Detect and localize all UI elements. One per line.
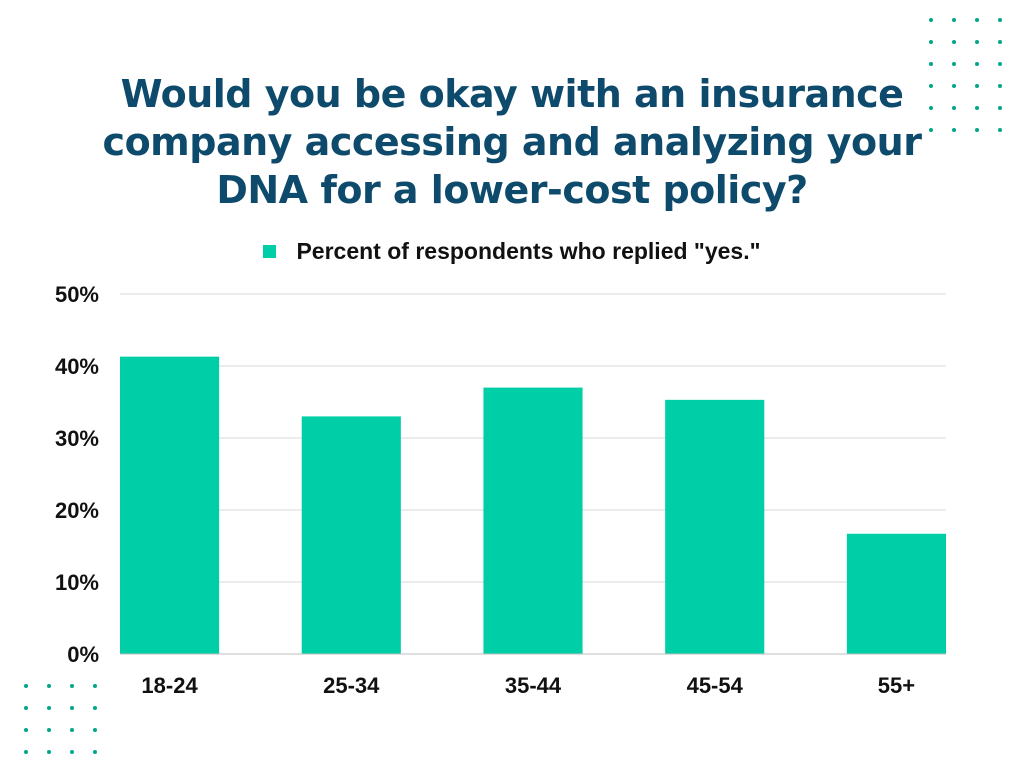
decorative-dot: [47, 706, 51, 710]
decorative-dot: [47, 750, 51, 754]
decorative-dot: [998, 84, 1002, 88]
decorative-dot: [93, 684, 97, 688]
decorative-dot: [998, 128, 1002, 132]
x-tick-label: 25-34: [323, 673, 380, 698]
x-tick-label: 35-44: [505, 673, 562, 698]
decorative-dot: [952, 18, 956, 22]
bar-18-24: [120, 356, 220, 654]
decorative-dot: [929, 84, 933, 88]
decorative-dot: [93, 706, 97, 710]
decorative-dot: [952, 84, 956, 88]
decorative-dot: [975, 40, 979, 44]
decorative-dot: [952, 106, 956, 110]
decorative-dot: [929, 18, 933, 22]
y-tick-label: 10%: [55, 570, 99, 595]
decorative-dot: [952, 62, 956, 66]
legend-swatch: [263, 245, 277, 258]
bar-55+: [846, 533, 946, 654]
chart-title-line-3: DNA for a lower-cost policy?: [216, 168, 808, 212]
decorative-dot: [998, 40, 1002, 44]
decorative-dot: [24, 706, 28, 710]
decorative-dot: [975, 84, 979, 88]
decorative-dots-bottom-left: [24, 684, 97, 754]
y-tick-label: 50%: [55, 282, 99, 307]
decorative-dot: [70, 750, 74, 754]
decorative-dot: [93, 728, 97, 732]
y-tick-label: 20%: [55, 498, 99, 523]
bar-35-44: [483, 387, 583, 654]
decorative-dot: [975, 128, 979, 132]
y-tick-label: 30%: [55, 426, 99, 451]
decorative-dot: [70, 684, 74, 688]
decorative-dot: [998, 62, 1002, 66]
decorative-dot: [952, 40, 956, 44]
bar-45-54: [665, 399, 765, 654]
legend-label: Percent of respondents who replied "yes.…: [296, 238, 761, 264]
x-tick-label: 18-24: [141, 673, 198, 698]
decorative-dot: [93, 750, 97, 754]
decorative-dot: [998, 18, 1002, 22]
decorative-dot: [975, 106, 979, 110]
chart-legend: Percent of respondents who replied "yes.…: [0, 238, 1024, 265]
bar-25-34: [301, 416, 401, 654]
chart-title-line-1: Would you be okay with an insurance: [120, 72, 904, 116]
y-tick-label: 0%: [67, 642, 99, 667]
chart-title-line-2: company accessing and analyzing your: [102, 120, 922, 164]
y-tick-label: 40%: [55, 354, 99, 379]
decorative-dot: [998, 106, 1002, 110]
decorative-dot: [929, 40, 933, 44]
decorative-dot: [929, 62, 933, 66]
decorative-dot: [24, 728, 28, 732]
decorative-dot: [929, 106, 933, 110]
decorative-dot: [975, 18, 979, 22]
decorative-dots-top-right: [929, 18, 1002, 132]
decorative-dot: [47, 728, 51, 732]
decorative-dot: [975, 62, 979, 66]
x-tick-label: 45-54: [687, 673, 744, 698]
decorative-dot: [70, 728, 74, 732]
chart-title: Would you be okay with an insurance comp…: [0, 70, 1024, 214]
decorative-dot: [929, 128, 933, 132]
decorative-dot: [70, 706, 74, 710]
x-tick-label: 55+: [878, 673, 915, 698]
decorative-dot: [952, 128, 956, 132]
decorative-dot: [24, 684, 28, 688]
decorative-dot: [24, 750, 28, 754]
decorative-dot: [47, 684, 51, 688]
